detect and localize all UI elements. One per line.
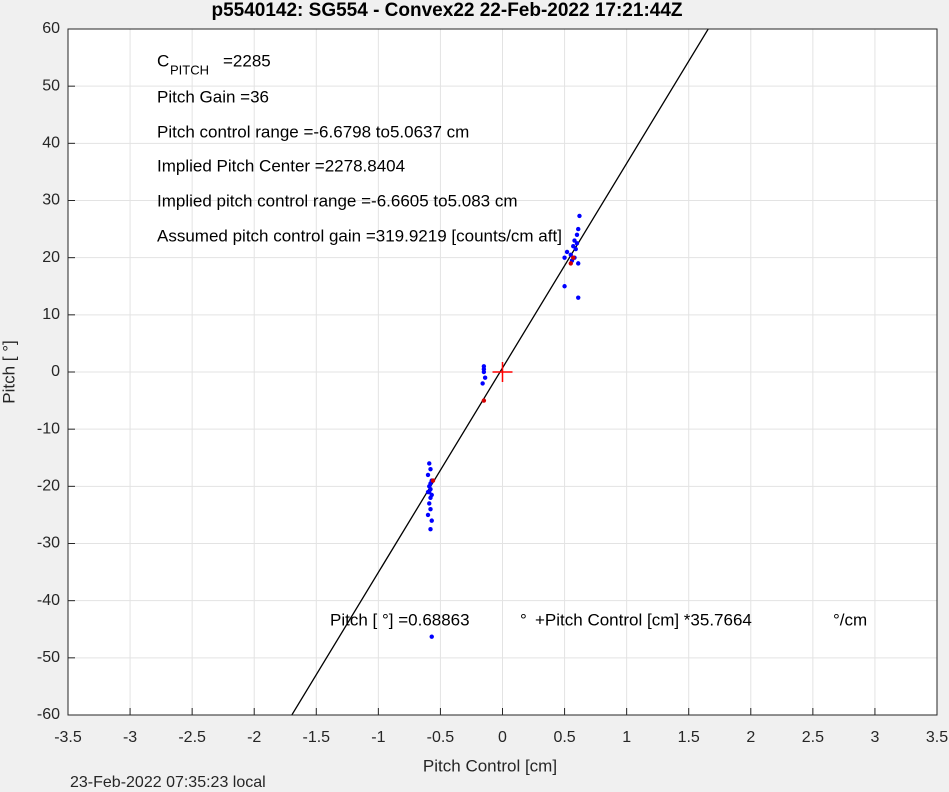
x-tick-label: -1.5 <box>302 729 330 746</box>
x-tick-label: -3.5 <box>54 729 82 746</box>
x-tick-label: 2.5 <box>802 729 824 746</box>
annotation: C <box>157 51 169 70</box>
data-point <box>429 518 434 523</box>
y-tick-label: 30 <box>42 192 60 209</box>
data-point <box>576 226 581 232</box>
data-point <box>573 246 578 252</box>
data-point <box>574 232 580 237</box>
y-tick-label: -30 <box>37 535 60 552</box>
data-point <box>568 252 573 258</box>
data-point <box>429 634 434 639</box>
data-point <box>576 295 581 300</box>
annotation: Implied pitch control range =-6.6605 to5… <box>157 191 518 210</box>
data-point <box>428 495 433 500</box>
data-point <box>482 375 488 380</box>
data-point <box>480 381 485 386</box>
equation: +Pitch Control [cm] *35.7664 <box>535 610 752 629</box>
x-tick-label: 0.5 <box>553 729 575 746</box>
data-point <box>428 481 433 486</box>
y-tick-label: -40 <box>37 592 60 609</box>
data-point <box>427 489 432 495</box>
y-tick-label: -50 <box>37 649 60 666</box>
data-point <box>562 284 567 289</box>
y-tick-label: 0 <box>51 363 60 380</box>
x-tick-label: -1 <box>371 729 385 746</box>
y-tick-label: -60 <box>37 706 60 723</box>
y-tick-label: 10 <box>42 306 60 323</box>
equation: °/cm <box>833 610 867 629</box>
annotation: PITCH <box>170 62 209 77</box>
y-tick-label: 60 <box>42 20 60 37</box>
data-point <box>427 461 432 466</box>
annotation: Pitch control range =-6.6798 to5.0637 cm <box>157 122 469 141</box>
x-tick-label: 3.5 <box>926 729 948 746</box>
y-tick-label: -20 <box>37 478 60 495</box>
data-point <box>577 213 582 219</box>
y-tick-label: 50 <box>42 77 60 94</box>
marks <box>291 29 709 715</box>
x-tick-label: 1 <box>622 729 631 746</box>
data-point <box>572 238 577 243</box>
x-tick-label: 1.5 <box>678 729 700 746</box>
data-point <box>428 527 433 532</box>
center-marker <box>492 362 513 382</box>
y-axis-label: Pitch [ °] <box>0 340 18 403</box>
data-point <box>425 512 431 518</box>
data-point <box>430 478 436 483</box>
y-tick-label: 40 <box>42 135 60 152</box>
chart-title: p5540142: SG554 - Convex22 22-Feb-2022 1… <box>211 0 682 21</box>
data-point <box>428 507 433 512</box>
data-point <box>576 261 581 266</box>
data-point <box>564 249 570 255</box>
x-tick-label: -0.5 <box>427 729 455 746</box>
x-axis-label: Pitch Control [cm] <box>423 756 557 775</box>
x-tick-label: -2 <box>247 729 261 746</box>
data-point <box>562 255 567 260</box>
y-tick-label: -10 <box>37 420 60 437</box>
data-point <box>568 261 573 266</box>
footer: 23-Feb-2022 07:35:23 local <box>70 774 266 791</box>
x-tick-label: 0 <box>498 729 507 746</box>
data-point <box>481 366 487 372</box>
equation: Pitch [ °] =0.68863 <box>330 610 470 629</box>
x-tick-label: -3 <box>123 729 137 746</box>
data-point <box>574 241 580 246</box>
annotation: =2285 <box>223 51 271 70</box>
data-point <box>571 244 576 249</box>
x-tick-label: -2.5 <box>178 729 206 746</box>
x-tick-label: 3 <box>870 729 879 746</box>
data-point <box>571 255 576 260</box>
data-point <box>481 398 487 403</box>
x-tick-label: 2 <box>746 729 755 746</box>
annotation: Pitch Gain =36 <box>157 87 269 106</box>
annotation: Assumed pitch control gain =319.9219 [co… <box>157 226 562 245</box>
data-point <box>428 466 433 472</box>
data-point <box>425 472 431 478</box>
y-tick-label: 20 <box>42 249 60 266</box>
equation: ° <box>520 610 527 629</box>
data-point <box>427 501 432 506</box>
annotation: Implied Pitch Center =2278.8404 <box>157 156 405 175</box>
